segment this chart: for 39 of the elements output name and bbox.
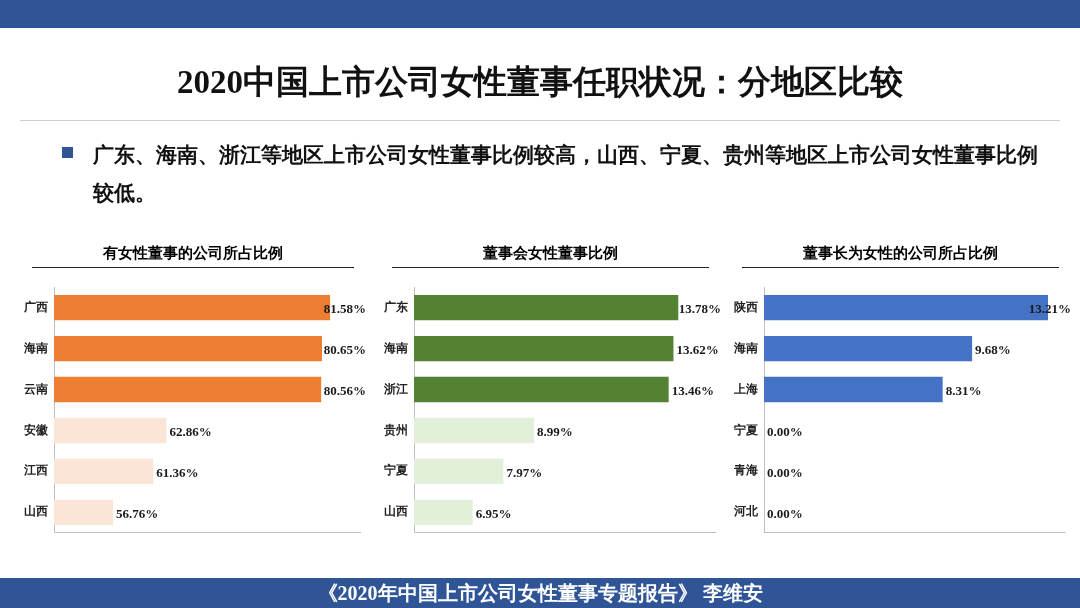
data-label: 8.99% [537,423,573,439]
y-tick-label: 贵州 [383,422,408,437]
y-tick-label: 上海 [733,381,758,396]
y-tick-label: 山西 [384,504,408,519]
data-label: 8.31% [945,382,982,398]
y-tick-label: 山西 [24,504,48,519]
y-tick-label: 海南 [733,340,758,355]
data-label: 80.65% [323,341,366,357]
y-tick-label: 浙江 [383,381,408,396]
data-label: 13.46% [671,382,714,398]
data-label: 0.00% [767,423,803,439]
data-label: 0.00% [767,464,803,480]
y-tick-label: 海南 [383,340,408,355]
y-tick-label: 安徽 [24,422,49,437]
y-tick-label: 海南 [23,340,48,355]
data-label: 80.56% [323,382,366,398]
y-tick-label: 宁夏 [384,463,408,478]
chart-title: 董事长为女性的公司所占比例 [742,244,1059,268]
y-tick-label: 青海 [733,463,758,478]
y-tick-label: 广东 [383,299,408,314]
text: 广东、海南、浙江等地区上市公司女性董事比例较高，山西、宁夏、贵州等地区上市公司女性董事比例较低。 [93,142,1039,207]
chart-title: 有女性董事的公司所占比例 [32,244,354,268]
data-label: 61.36% [156,464,199,480]
y-tick-label: 广西 [23,299,48,314]
y-tick-label: 宁夏 [734,422,758,437]
y-tick-label: 云南 [24,381,48,396]
y-tick-label: 陕西 [734,299,758,314]
data-label: 0.00% [767,505,803,521]
data-label: 13.62% [676,341,719,357]
data-label: 62.86% [169,423,212,439]
y-tick-label: 江西 [23,463,48,478]
data-label: 9.68% [975,341,1011,357]
text: 2020中国上市公司女性董事任职状况：分地区比较 [176,63,904,102]
data-label: 56.76% [116,505,159,521]
data-label: 13.78% [678,301,721,317]
y-tick-label: 河北 [733,504,759,519]
data-label: 6.95% [475,505,512,521]
data-label: 7.97% [506,464,543,480]
chart-title: 董事会女性董事比例 [392,244,709,268]
